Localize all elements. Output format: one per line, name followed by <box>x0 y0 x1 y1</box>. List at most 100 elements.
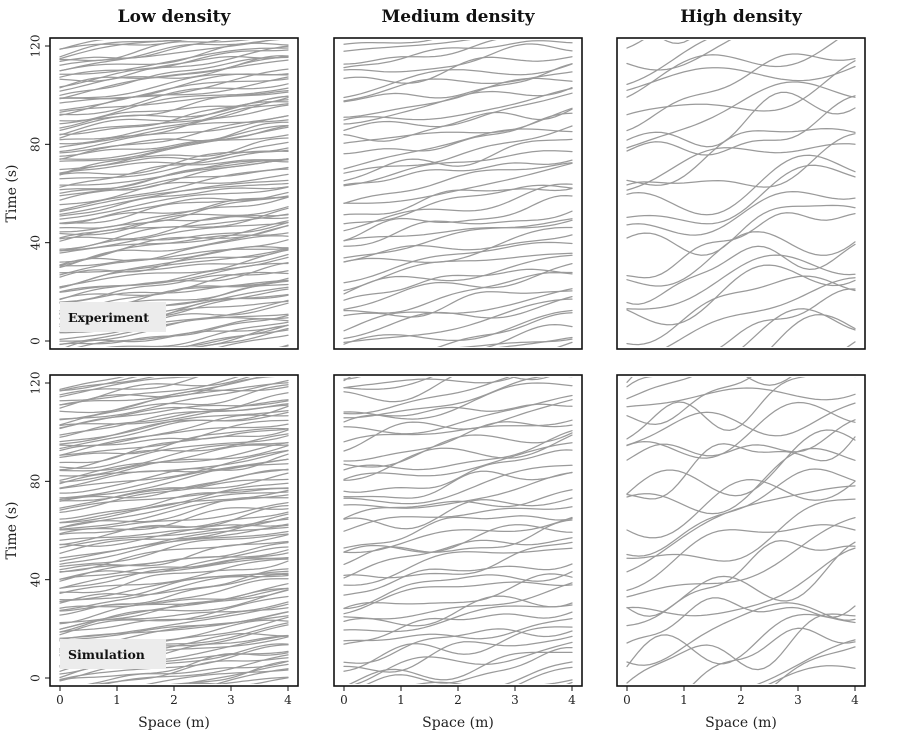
trajectory-line <box>343 252 573 292</box>
trajectory-line <box>719 288 856 347</box>
trajectory-line <box>59 377 125 391</box>
trajectory-line <box>485 323 573 347</box>
trajectory-line <box>665 277 856 347</box>
trajectory-line <box>343 506 573 532</box>
trajectory-line <box>343 573 573 609</box>
trajectory-line <box>59 377 196 398</box>
trajectory-line <box>146 329 289 347</box>
trajectory-line <box>343 628 573 664</box>
trajectory-line <box>626 40 732 71</box>
trajectory-line <box>59 87 289 125</box>
trajectory-line <box>59 603 289 639</box>
trajectory-line <box>59 249 289 288</box>
trajectory-line <box>366 646 573 684</box>
trajectory-line <box>626 212 856 279</box>
trajectory-line <box>663 40 690 45</box>
x-tick-label: 1 <box>397 693 405 707</box>
trajectory-line <box>59 215 289 240</box>
trajectory-line <box>626 485 856 573</box>
trajectory-line <box>59 119 289 148</box>
trajectory-line <box>343 563 573 596</box>
x-tick-label: 4 <box>568 693 576 707</box>
trajectory-line <box>343 382 573 420</box>
trajectory-line <box>59 377 155 392</box>
trajectory-line <box>343 626 573 672</box>
trajectory-line <box>59 419 289 456</box>
trajectory-line <box>93 657 289 684</box>
trajectory-line <box>59 40 105 50</box>
trajectory-line <box>105 321 289 347</box>
trajectory-line <box>59 40 222 63</box>
y-tick-label: 120 <box>29 372 43 395</box>
trajectory-line <box>626 40 707 86</box>
trajectory-line <box>626 53 856 132</box>
trajectory-line <box>59 56 289 96</box>
y-tick-label: 80 <box>29 474 43 489</box>
trajectory-line <box>59 650 289 682</box>
trajectory-line <box>626 539 856 617</box>
x-tick-label: 4 <box>284 693 292 707</box>
column-title: High density <box>680 7 803 27</box>
trajectory-line <box>343 128 573 170</box>
trajectory-line <box>626 190 856 236</box>
trajectory-line <box>626 377 752 426</box>
trajectory-line <box>343 40 497 65</box>
trajectory-line <box>343 226 573 264</box>
trajectory-line <box>343 489 573 520</box>
trajectory-line <box>59 541 289 571</box>
x-axis-label: Space (m) <box>705 715 777 731</box>
trajectory-line <box>343 43 573 73</box>
trajectory-line <box>626 613 856 668</box>
trajectory-line <box>343 107 573 144</box>
trajectory-line <box>626 602 856 666</box>
trajectory-line <box>343 617 573 642</box>
trajectory-line <box>59 277 289 304</box>
trajectory-line <box>343 377 362 380</box>
x-tick-label: 4 <box>851 693 859 707</box>
trajectory-line <box>103 654 289 684</box>
trajectory-line <box>343 218 573 259</box>
trajectory-line <box>343 162 573 204</box>
trajectory-line <box>59 533 289 568</box>
trajectory-line <box>59 73 289 100</box>
trajectory-line <box>343 184 573 225</box>
trajectory-line <box>59 489 289 524</box>
trajectory-line <box>343 125 573 174</box>
trajectory-line <box>756 639 856 684</box>
trajectory-line <box>59 247 289 276</box>
trajectory-line <box>626 264 856 326</box>
trajectory-line <box>214 668 289 684</box>
x-tick-label: 2 <box>454 693 462 707</box>
trajectory-line <box>436 312 573 347</box>
trajectory-line <box>59 377 199 396</box>
trajectories <box>59 40 289 347</box>
trajectory-line <box>343 403 573 423</box>
trajectory-line <box>626 498 856 562</box>
trajectory-line <box>354 641 573 684</box>
trajectory-line <box>59 91 289 113</box>
trajectory-line <box>59 191 289 225</box>
trajectory-line <box>59 392 289 429</box>
trajectory-line <box>59 494 289 531</box>
trajectory-line <box>742 308 856 347</box>
panel: 0 40 80 120 Time (s) Experiment <box>4 35 299 350</box>
trajectories <box>626 377 856 684</box>
trajectory-line <box>343 288 573 332</box>
trajectory-line <box>59 572 289 601</box>
trajectory-line <box>343 421 573 462</box>
trajectory-line <box>343 241 573 284</box>
trajectory-line <box>626 402 856 446</box>
trajectory-line <box>59 83 289 116</box>
y-tick-label: 120 <box>29 35 43 58</box>
trajectory-line <box>768 665 856 684</box>
trajectory-line <box>59 589 289 625</box>
trajectory-line <box>59 450 289 485</box>
trajectory-line <box>59 206 289 236</box>
trajectory-line <box>343 219 573 242</box>
trajectory-line <box>343 471 573 509</box>
trajectory-line <box>59 76 289 116</box>
trajectory-line <box>343 377 550 403</box>
trajectory-line <box>59 472 289 509</box>
trajectory-line <box>59 168 289 201</box>
trajectory-line <box>343 377 434 390</box>
